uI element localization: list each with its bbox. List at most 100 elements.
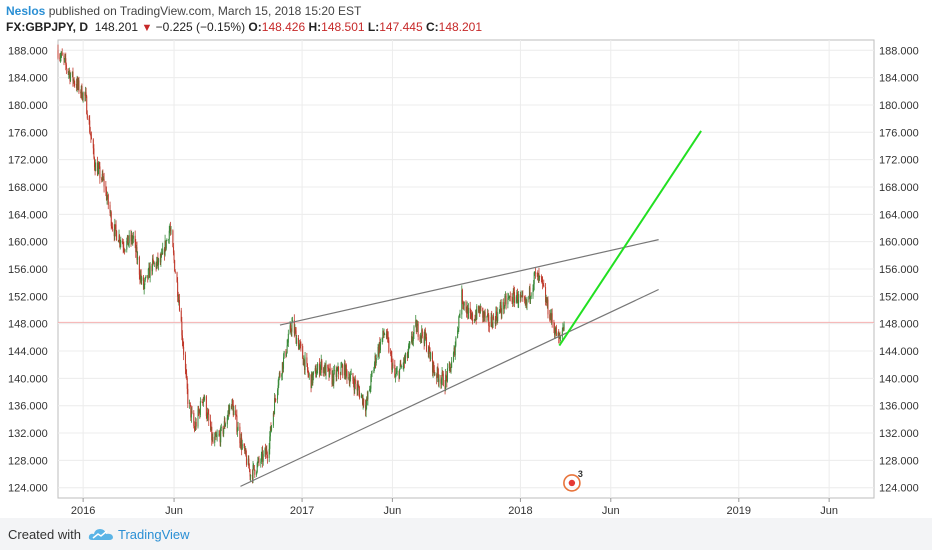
candle-body	[287, 342, 289, 346]
candle-body	[353, 384, 355, 391]
events-badge[interactable]: 3	[563, 469, 583, 492]
candle-body	[432, 362, 434, 373]
y-tick-label-left: 124.000	[8, 483, 48, 495]
candle-body	[413, 326, 415, 334]
candle-body	[283, 357, 285, 369]
candle-body	[555, 326, 557, 337]
candle-body	[525, 300, 527, 305]
candle-body	[282, 362, 284, 369]
candle-body	[333, 370, 335, 384]
candle-body	[138, 257, 140, 275]
candle-body	[119, 235, 121, 244]
trendlines[interactable]	[240, 130, 702, 487]
candle-body	[149, 265, 151, 278]
candle-body	[120, 240, 122, 243]
y-tick-label-right: 124.000	[879, 483, 919, 495]
candle-body	[300, 343, 302, 347]
tradingview-cloud-icon[interactable]	[88, 526, 114, 542]
tradingview-link[interactable]: TradingView	[118, 527, 190, 542]
candle-body	[442, 372, 444, 374]
trendline-lower[interactable]	[240, 288, 659, 487]
candle-body	[558, 336, 560, 338]
candle-body	[170, 230, 172, 232]
candle-body	[248, 468, 250, 470]
candle-body	[384, 333, 386, 335]
candle-body	[186, 378, 188, 389]
candle-body	[156, 257, 158, 262]
candle-body	[479, 308, 481, 314]
candle-body	[522, 295, 524, 297]
candle-body	[118, 235, 120, 242]
candle-body	[261, 451, 263, 455]
candle-body	[553, 322, 555, 329]
candle-body	[227, 410, 229, 414]
candle-body	[342, 365, 344, 376]
candle-body	[487, 313, 489, 316]
candle-body	[530, 296, 532, 299]
candle-body	[505, 296, 507, 305]
candle-body	[529, 287, 531, 299]
candle-body	[144, 277, 146, 280]
candle-body	[236, 415, 238, 432]
candle-body	[463, 301, 465, 306]
candle-body	[106, 198, 108, 200]
candle-body	[147, 275, 149, 279]
y-tick-label-right: 164.000	[879, 209, 919, 221]
candle-body	[169, 227, 171, 231]
y-tick-label-right: 180.000	[879, 100, 919, 112]
candle-body	[560, 336, 562, 338]
candle-body	[223, 421, 225, 429]
candle-body	[430, 352, 432, 359]
candle-body	[71, 71, 73, 75]
candle-body	[101, 173, 103, 180]
candle-body	[257, 458, 259, 462]
candle-body	[107, 194, 109, 206]
candle-body	[153, 262, 155, 264]
trendline-projection[interactable]	[558, 130, 702, 347]
candle-body	[222, 427, 224, 434]
candle-body	[345, 365, 347, 379]
candle-body	[212, 436, 214, 443]
candle-body	[96, 162, 98, 176]
author-name[interactable]: Neslos	[6, 4, 46, 18]
candle-body	[412, 340, 414, 342]
candle-body	[379, 342, 381, 351]
candle-body	[399, 368, 401, 379]
candle-body	[93, 157, 95, 168]
candle-body	[312, 371, 314, 376]
candle-body	[95, 162, 97, 172]
candle-body	[461, 289, 463, 315]
candle-body	[404, 358, 406, 363]
candle-body	[538, 273, 540, 277]
candle-body	[417, 323, 419, 337]
candle-body	[400, 363, 402, 367]
y-tick-label-left: 132.000	[8, 428, 48, 440]
candle-body	[70, 74, 72, 81]
candle-body	[378, 347, 380, 354]
candle-body	[320, 360, 322, 365]
candle-body	[396, 371, 398, 373]
candle-body	[295, 330, 297, 344]
candle-body	[233, 410, 235, 416]
candle-body	[135, 242, 137, 252]
candle-body	[289, 325, 291, 334]
candle-body	[533, 272, 535, 285]
candle-body	[162, 248, 164, 255]
candle-body	[80, 91, 82, 94]
y-tick-label-left: 160.000	[8, 237, 48, 249]
candle-body	[114, 224, 116, 226]
candle-body	[359, 390, 361, 398]
price-chart[interactable]: 188.000 188.000 184.000 184.000 180.000 180.0…	[0, 0, 932, 518]
trendline-upper[interactable]	[279, 239, 659, 326]
candle-body	[444, 385, 446, 390]
candle-body	[458, 314, 460, 317]
candle-body	[417, 323, 419, 326]
candle-body	[281, 374, 283, 377]
candle-body	[348, 377, 350, 379]
candle-body	[275, 399, 277, 400]
candle-body	[470, 313, 472, 316]
candle-body	[550, 314, 552, 321]
candle-body	[152, 258, 154, 261]
candle-body	[563, 324, 565, 330]
candle-body	[366, 397, 368, 406]
